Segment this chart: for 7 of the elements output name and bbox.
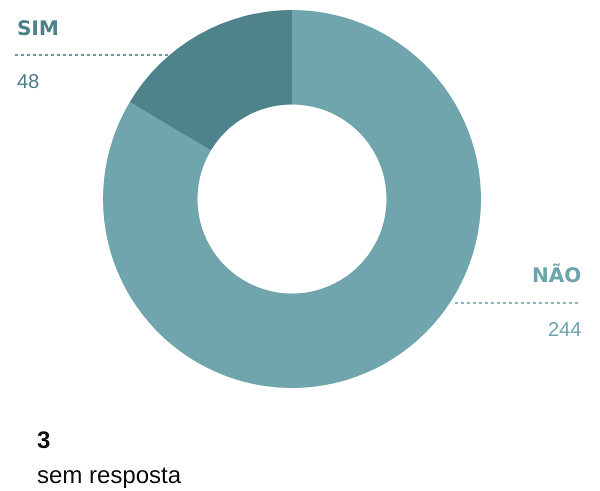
data-label: 244 xyxy=(548,319,582,341)
donut-slice xyxy=(103,10,481,388)
data-label: 48 xyxy=(17,71,40,93)
text: 3 xyxy=(37,427,50,454)
text: sem resposta xyxy=(37,462,182,489)
slice-label: SIM xyxy=(17,16,59,40)
slice-label: NÃO xyxy=(532,263,582,287)
